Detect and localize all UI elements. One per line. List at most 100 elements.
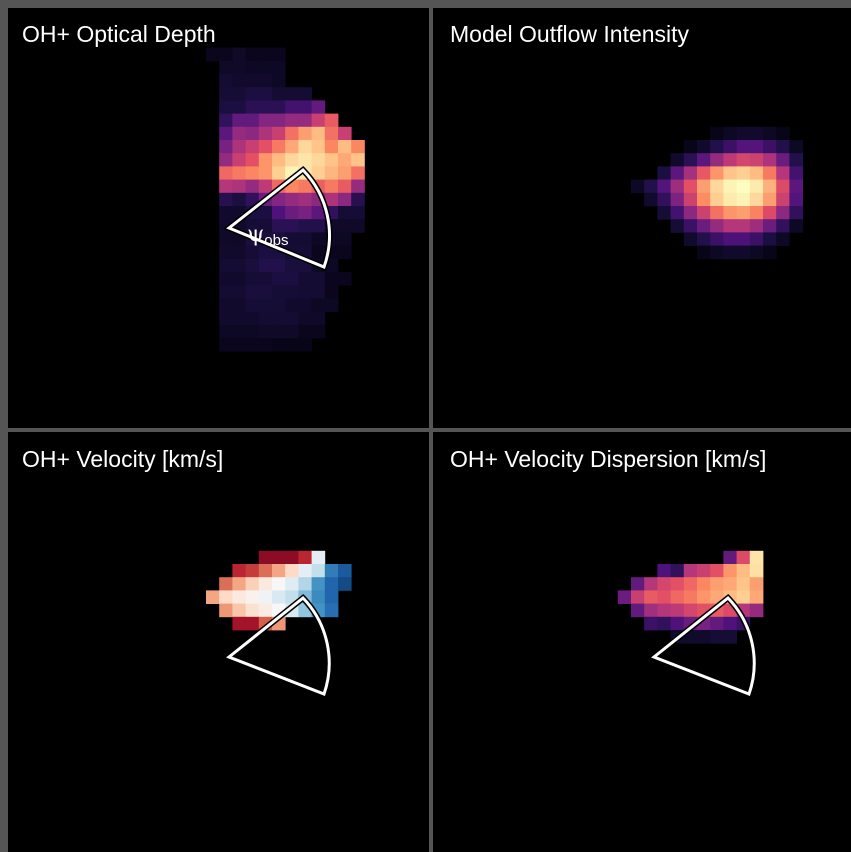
heatmap-cell bbox=[272, 312, 286, 326]
heatmap-cell bbox=[763, 153, 777, 167]
heatmap-cell bbox=[285, 551, 299, 565]
heatmap-cell bbox=[776, 193, 790, 207]
heatmap-cell bbox=[259, 272, 273, 286]
heatmap-cell bbox=[723, 564, 737, 578]
panel-velocity: OH+ Velocity [km/s] bbox=[8, 432, 429, 852]
heatmap-cell bbox=[671, 590, 685, 604]
heatmap-cell bbox=[298, 298, 312, 312]
heatmap-cell bbox=[232, 564, 246, 578]
heatmap-cell bbox=[737, 127, 751, 141]
heatmap-cell bbox=[246, 577, 260, 591]
heatmap-cell bbox=[246, 604, 260, 618]
heatmap-cell bbox=[776, 206, 790, 220]
heatmap-cell bbox=[710, 630, 724, 644]
heatmap-cell bbox=[684, 206, 698, 220]
heatmap-cell bbox=[272, 325, 286, 339]
heatmap-cell bbox=[657, 193, 671, 207]
heatmap-cell bbox=[710, 127, 724, 141]
heatmap-cell bbox=[232, 298, 246, 312]
heatmap-cell bbox=[259, 285, 273, 299]
heatmap-cell bbox=[338, 232, 352, 246]
heatmap-cell bbox=[750, 153, 764, 167]
heatmap-cell bbox=[246, 127, 260, 141]
heatmap-cell bbox=[671, 617, 685, 631]
heatmap-cell bbox=[246, 259, 260, 273]
heatmap-cell bbox=[272, 272, 286, 286]
panel-optical-depth: ψobs OH+ Optical Depth bbox=[8, 8, 429, 428]
heatmap-cell bbox=[325, 564, 339, 578]
heatmap-cell bbox=[657, 564, 671, 578]
heatmap-cell bbox=[246, 87, 260, 101]
heatmap-cell bbox=[285, 206, 299, 220]
heatmap-cell bbox=[285, 259, 299, 273]
heatmap-cell bbox=[325, 285, 339, 299]
heatmap-cell bbox=[710, 140, 724, 154]
heatmap-cell bbox=[737, 166, 751, 180]
panel-title: OH+ Velocity [km/s] bbox=[22, 446, 223, 472]
heatmap-cell bbox=[325, 590, 339, 604]
heatmap-cell bbox=[312, 219, 326, 233]
heatmap-cell bbox=[298, 193, 312, 207]
heatmap-cell bbox=[776, 140, 790, 154]
heatmap-cell bbox=[723, 166, 737, 180]
heatmap-cell bbox=[272, 285, 286, 299]
heatmap-cell bbox=[298, 338, 312, 352]
heatmap-cell bbox=[737, 577, 751, 591]
heatmap-cell bbox=[351, 166, 365, 180]
heatmap-cell bbox=[710, 219, 724, 233]
heatmap-cell bbox=[750, 219, 764, 233]
heatmap-cell bbox=[298, 153, 312, 167]
heatmap-cell bbox=[737, 551, 751, 565]
heatmap-cell bbox=[298, 272, 312, 286]
heatmap-cell bbox=[285, 312, 299, 326]
heatmap-cell bbox=[285, 272, 299, 286]
heatmap-cell bbox=[723, 246, 737, 260]
heatmap-cell bbox=[285, 87, 299, 101]
heatmap-cell bbox=[776, 153, 790, 167]
heatmap-cell bbox=[259, 259, 273, 273]
heatmap-cell bbox=[232, 325, 246, 339]
heatmap-cell bbox=[272, 100, 286, 114]
heatmap-cell bbox=[219, 48, 233, 62]
heatmap-cell bbox=[657, 577, 671, 591]
heatmap-cell bbox=[723, 630, 737, 644]
heatmap-cell bbox=[232, 48, 246, 62]
heatmap-cell bbox=[298, 564, 312, 578]
heatmap-cell bbox=[232, 338, 246, 352]
heatmap-cell bbox=[219, 312, 233, 326]
heatmap-cell bbox=[776, 166, 790, 180]
heatmap-cell bbox=[750, 564, 764, 578]
heatmap-cell bbox=[710, 564, 724, 578]
heatmap-cell bbox=[219, 87, 233, 101]
heatmap-cell bbox=[644, 604, 658, 618]
heatmap-cell bbox=[298, 87, 312, 101]
heatmap-cell bbox=[684, 180, 698, 194]
heatmap-cell bbox=[219, 590, 233, 604]
heatmap-cell bbox=[684, 219, 698, 233]
heatmap-cell bbox=[325, 577, 339, 591]
heatmap-cell bbox=[232, 127, 246, 141]
heatmap-cell bbox=[285, 114, 299, 128]
heatmap-cell bbox=[219, 259, 233, 273]
heatmap-cell bbox=[272, 298, 286, 312]
heatmap-cell bbox=[351, 193, 365, 207]
heatmap-cell bbox=[272, 61, 286, 75]
heatmap-cell bbox=[246, 166, 260, 180]
heatmap-cell bbox=[312, 153, 326, 167]
panel-background bbox=[8, 432, 429, 852]
heatmap-cell bbox=[246, 285, 260, 299]
heatmap-cell bbox=[737, 153, 751, 167]
heatmap-cell bbox=[259, 206, 273, 220]
heatmap-cell bbox=[272, 48, 286, 62]
heatmap-cell bbox=[325, 127, 339, 141]
heatmap-cell bbox=[737, 246, 751, 260]
heatmap-cell bbox=[671, 577, 685, 591]
heatmap-cell bbox=[631, 590, 645, 604]
heatmap-cell bbox=[737, 206, 751, 220]
heatmap-cell bbox=[723, 153, 737, 167]
heatmap-cell bbox=[657, 180, 671, 194]
heatmap-cell bbox=[272, 153, 286, 167]
heatmap-cell bbox=[657, 604, 671, 618]
heatmap-cell bbox=[232, 246, 246, 260]
heatmap-cell bbox=[697, 153, 711, 167]
